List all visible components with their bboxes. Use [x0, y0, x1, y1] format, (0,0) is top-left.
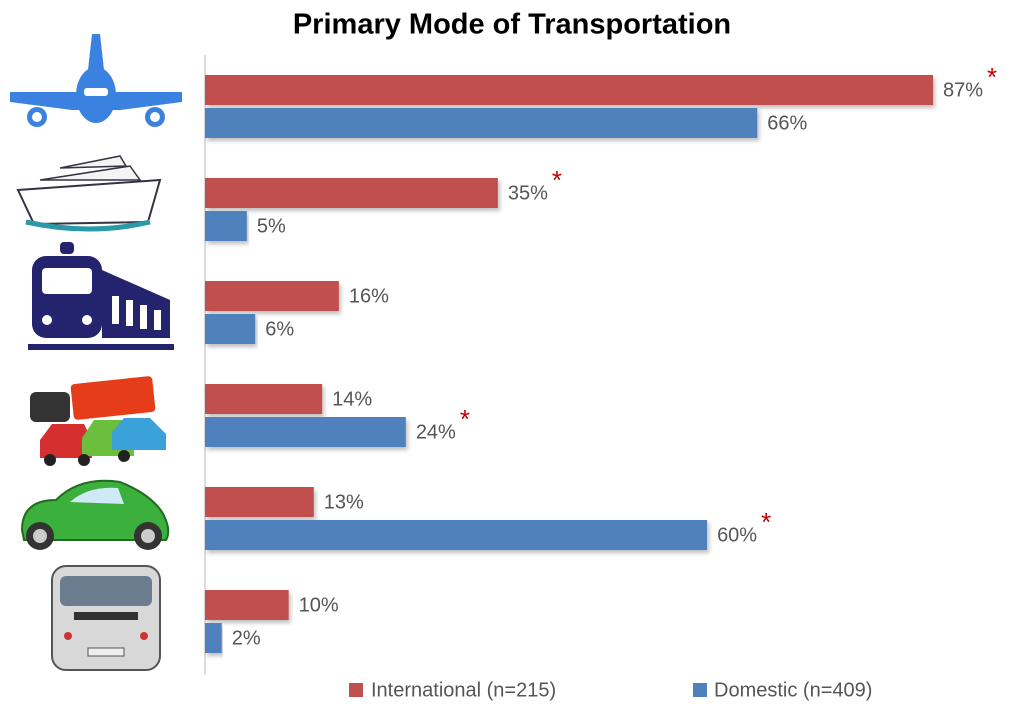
icon-ship [18, 156, 160, 229]
bar [205, 520, 707, 550]
legend-label: Domestic (n=409) [714, 679, 872, 701]
value-label: 14% [332, 388, 372, 410]
value-label: 2% [232, 627, 261, 649]
value-label: 60% [717, 524, 757, 546]
bar [205, 487, 314, 517]
bar [205, 417, 406, 447]
bar [205, 623, 222, 653]
bar [205, 281, 339, 311]
significance-marker: * [987, 62, 997, 92]
value-label: 6% [265, 318, 294, 340]
value-label: 10% [299, 594, 339, 616]
bar [205, 211, 247, 241]
icon-bus [52, 566, 160, 670]
value-label: 87% [943, 79, 983, 101]
value-label: 35% [508, 182, 548, 204]
bar [205, 108, 757, 138]
bar [205, 590, 289, 620]
value-label: 16% [349, 285, 389, 307]
significance-marker: * [460, 404, 470, 434]
significance-marker: * [552, 165, 562, 195]
value-label: 24% [416, 421, 456, 443]
legend-swatch [349, 683, 363, 697]
icon-rent-car [30, 376, 166, 466]
value-label: 5% [257, 215, 286, 237]
value-label: 66% [767, 112, 807, 134]
icon-train [28, 242, 174, 350]
significance-marker: * [761, 507, 771, 537]
chart-title: Primary Mode of Transportation [293, 9, 731, 41]
bar [205, 178, 498, 208]
bar [205, 75, 933, 105]
bar [205, 384, 322, 414]
icon-car [22, 481, 168, 550]
legend-swatch [693, 683, 707, 697]
value-label: 13% [324, 491, 364, 513]
chart: Primary Mode of Transportation [0, 0, 1013, 709]
icon-plane [10, 34, 182, 127]
bar [205, 314, 255, 344]
legend-label: International (n=215) [371, 679, 556, 701]
